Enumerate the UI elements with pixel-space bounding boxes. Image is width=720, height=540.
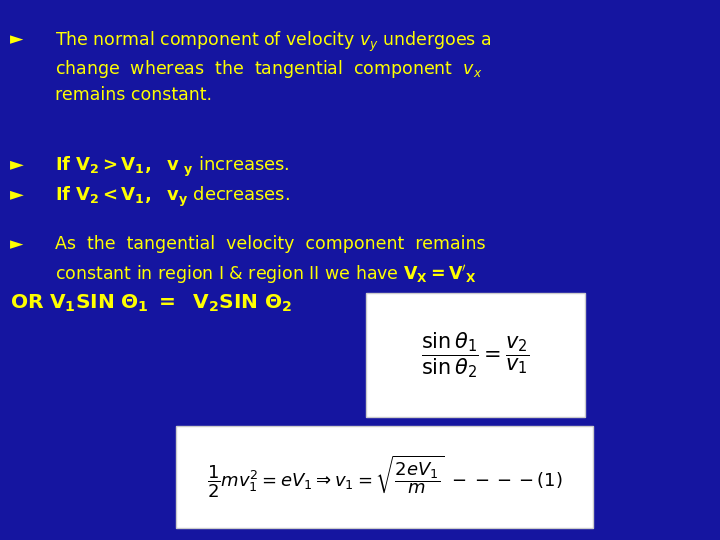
Text: remains constant.: remains constant. — [55, 86, 212, 104]
Text: $\dfrac{\sin\theta_1}{\sin\theta_2} = \dfrac{v_2}{v_1}$: $\dfrac{\sin\theta_1}{\sin\theta_2} = \d… — [421, 330, 530, 380]
Text: $\dfrac{1}{2}mv_1^2 = eV_1 \Rightarrow v_1 = \sqrt{\dfrac{2eV_1}{m}}\ ----(1)$: $\dfrac{1}{2}mv_1^2 = eV_1 \Rightarrow v… — [207, 454, 562, 500]
Text: $\mathbf{If\ V_2 > V_1,\ \ v}$ $\mathbf{_{y}}$ increases.: $\mathbf{If\ V_2 > V_1,\ \ v}$ $\mathbf{… — [55, 155, 289, 179]
Text: ►: ► — [10, 155, 24, 173]
FancyBboxPatch shape — [366, 293, 585, 417]
Text: change  whereas  the  tangential  component  $v_x$: change whereas the tangential component … — [55, 58, 482, 80]
Text: constant in region I & region II we have $\mathbf{V_X = V'_X}$: constant in region I & region II we have… — [55, 263, 477, 286]
Text: ►: ► — [10, 185, 24, 203]
Text: ►: ► — [10, 235, 23, 253]
Text: As  the  tangential  velocity  component  remains: As the tangential velocity component rem… — [55, 235, 485, 253]
Text: $\mathbf{OR\ V_1 SIN\ \Theta_1\ =\ \ V_2 SIN\ \Theta_2}$: $\mathbf{OR\ V_1 SIN\ \Theta_1\ =\ \ V_2… — [10, 293, 292, 314]
FancyBboxPatch shape — [176, 426, 593, 528]
Text: $\mathbf{If\ V_2 < V_1,\ \ v_y}$ decreases.: $\mathbf{If\ V_2 < V_1,\ \ v_y}$ decreas… — [55, 185, 290, 209]
Text: The normal component of velocity $v_y$ undergoes a: The normal component of velocity $v_y$ u… — [55, 30, 491, 54]
Text: ►: ► — [10, 30, 23, 48]
